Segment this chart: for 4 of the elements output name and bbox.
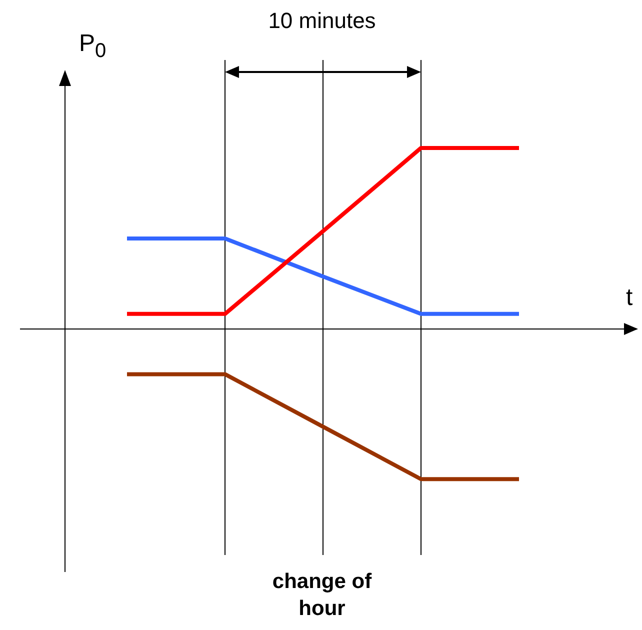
y-axis-title: P$_{0}$ xyxy=(79,30,106,63)
text: 10 minutes xyxy=(267,8,377,34)
text: change of hour xyxy=(271,569,373,622)
x-axis-title: t xyxy=(626,284,633,312)
